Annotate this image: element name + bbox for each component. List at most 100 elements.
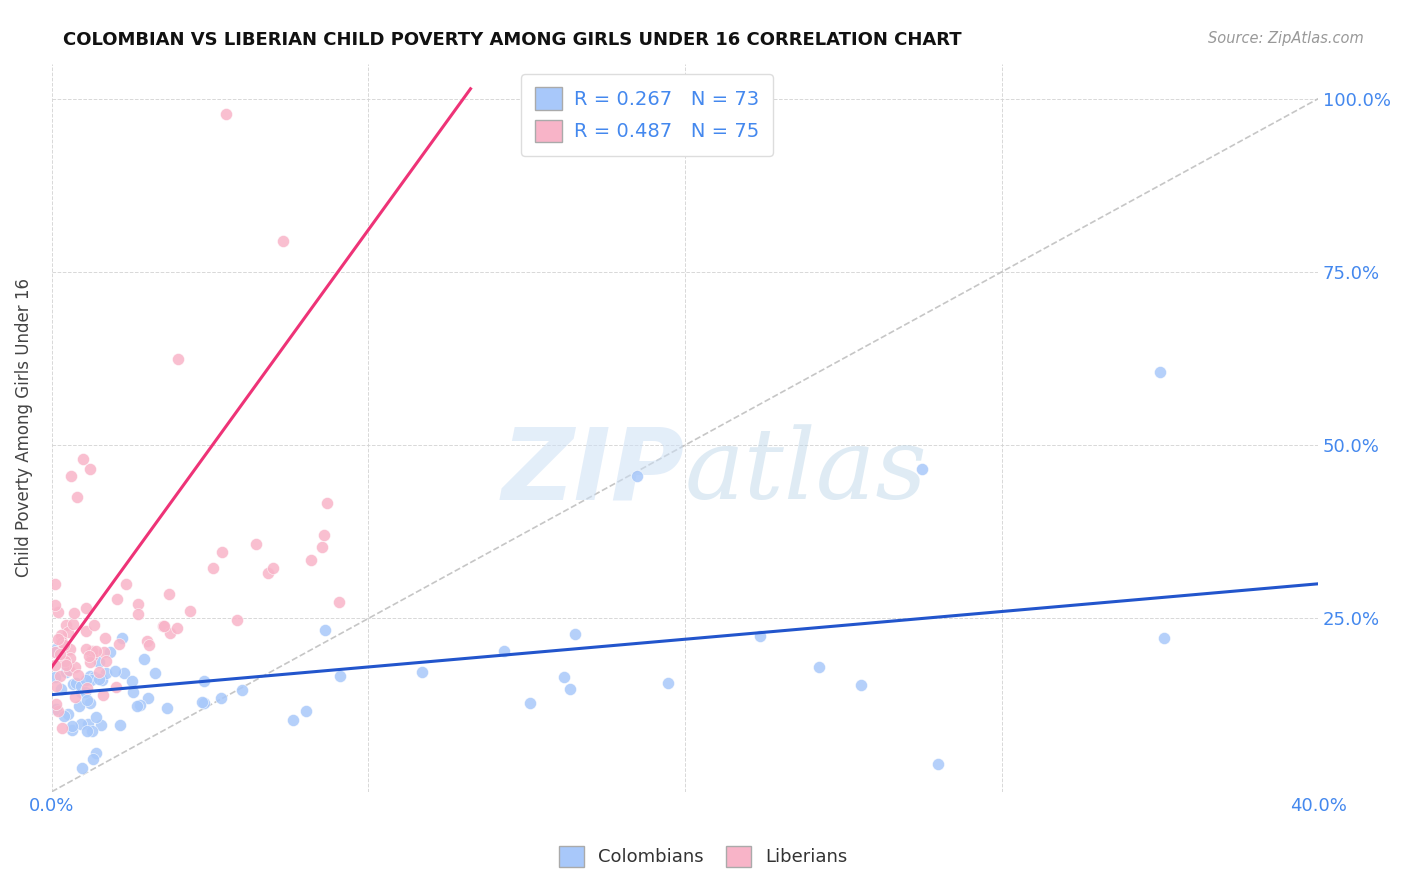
Point [80,724,103,739]
Point [294,704,316,718]
Point [49,628,72,642]
Point [46,632,69,647]
Point [63,606,86,620]
Point [108,718,131,732]
Point [215,107,238,121]
Point [44,645,66,659]
Point [55,665,77,679]
Point [75,673,97,687]
Point [60,723,83,738]
Point [48,647,70,661]
Point [58,663,80,677]
Point [65,690,87,705]
Point [75,624,97,639]
Point [79,649,101,664]
Text: ZIP: ZIP [502,423,685,520]
Point [79,696,101,710]
Point [519,696,541,710]
Point [82,644,104,658]
Point [748,629,770,643]
Point [328,595,350,609]
Point [51,721,73,735]
Point [63,660,86,674]
Point [93,631,115,645]
Point [245,537,267,551]
Point [82,752,104,766]
Point [283,713,305,727]
Point [58,625,80,640]
Point [70,717,93,731]
Point [45,645,67,659]
Point [134,651,156,665]
Point [136,690,159,705]
Point [1153,631,1175,645]
Point [56,658,79,673]
Point [94,666,117,681]
Point [157,587,180,601]
Point [201,561,224,575]
Point [84,746,107,760]
Text: atlas: atlas [685,424,928,519]
Point [87,655,110,669]
Point [77,717,100,731]
Text: Source: ZipAtlas.com: Source: ZipAtlas.com [1208,31,1364,46]
Point [257,566,280,580]
Point [166,621,188,635]
Point [51,635,73,649]
Point [45,698,67,712]
Point [62,617,84,632]
Point [84,644,107,658]
Point [75,685,97,699]
Point [53,708,76,723]
Point [112,665,135,680]
Point [80,649,103,664]
Point [104,664,127,678]
Point [72,452,94,467]
Point [59,650,82,665]
Point [314,623,336,637]
Point [62,677,84,691]
Point [271,234,294,248]
Point [152,619,174,633]
Point [59,469,82,483]
Point [44,576,66,591]
Point [127,597,149,611]
Point [69,684,91,698]
Point [67,668,90,682]
Legend: Colombians, Liberians: Colombians, Liberians [551,838,855,874]
Point [67,699,90,714]
Point [83,670,105,684]
Point [79,669,101,683]
Point [115,577,138,591]
Point [159,626,181,640]
Point [494,644,516,658]
Point [143,665,166,680]
Point [211,545,233,559]
Point [193,696,215,710]
Point [657,676,679,690]
Point [45,641,67,656]
Point [76,724,98,739]
Point [65,676,87,690]
Point [262,561,284,575]
Point [193,673,215,688]
Point [299,553,322,567]
Point [93,645,115,659]
Point [105,680,128,694]
Point [122,685,145,699]
Point [316,496,339,510]
Point [79,462,101,476]
Point [55,618,77,632]
Point [45,679,67,693]
Point [44,670,66,684]
Point [70,679,93,693]
Point [44,599,66,613]
Text: COLOMBIAN VS LIBERIAN CHILD POVERTY AMONG GIRLS UNDER 16 CORRELATION CHART: COLOMBIAN VS LIBERIAN CHILD POVERTY AMON… [63,31,962,49]
Point [83,617,105,632]
Point [179,604,201,618]
Point [84,709,107,723]
Point [105,591,128,606]
Point [107,637,129,651]
Point [98,645,121,659]
Point [167,351,190,366]
